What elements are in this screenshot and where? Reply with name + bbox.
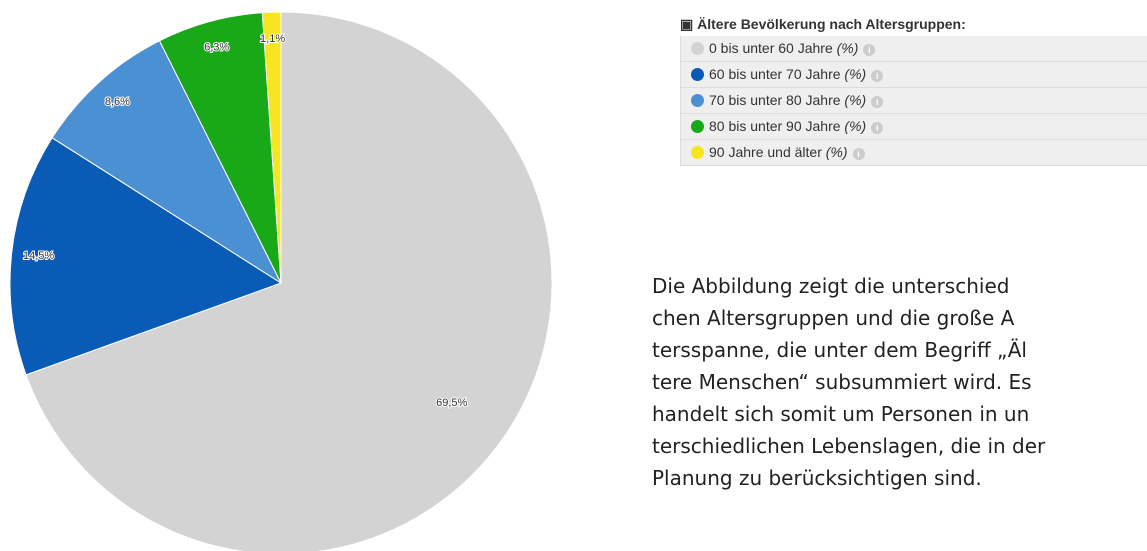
paragraph-line: Planung zu berücksichtigen sind.	[652, 466, 982, 490]
legend-label: 70 bis unter 80 Jahre	[709, 92, 841, 108]
legend-label: 80 bis unter 90 Jahre	[709, 118, 841, 134]
legend-swatch	[691, 42, 704, 55]
data-label: 6,3%	[204, 42, 229, 54]
paragraph-line: terschiedlichen Lebenslagen, die in der	[652, 434, 1046, 458]
legend-item: 70 bis unter 80 Jahre (%) i	[680, 88, 1147, 114]
legend-swatch	[691, 146, 704, 159]
legend-label: 60 bis unter 70 Jahre	[709, 66, 841, 82]
pie-slice	[9, 137, 283, 376]
pie-slice	[51, 40, 283, 285]
paragraph-line: Die Abbildung zeigt die unterschied	[652, 274, 1010, 298]
paragraph: Die Abbildung zeigt die unterschied chen …	[652, 270, 1147, 494]
legend-swatch	[691, 94, 704, 107]
legend-unit: (%)	[844, 66, 867, 82]
legend-swatch	[691, 120, 704, 133]
legend-item: 90 Jahre und älter (%) i	[680, 140, 1147, 166]
legend-unit: (%)	[844, 118, 867, 134]
paragraph-line: chen Altersgruppen und die große A	[652, 306, 1015, 330]
legend-title: ▣ Ältere Bevölkerung nach Altersgruppen:	[680, 16, 966, 32]
paragraph-line: tere Menschen“ subsummiert wird. Es	[652, 370, 1032, 394]
paragraph-line: handelt sich somit um Personen in un	[652, 402, 1030, 426]
info-icon: i	[871, 122, 884, 134]
legend-item: 80 bis unter 90 Jahre (%) i	[680, 114, 1147, 140]
info-icon: i	[852, 148, 865, 160]
legend-label: 90 Jahre und älter	[709, 144, 822, 160]
data-label: 1,1%	[260, 33, 285, 45]
data-label: 8,6%	[105, 96, 130, 108]
data-label: 69,5%	[436, 397, 467, 409]
legend: ▣ Ältere Bevölkerung nach Altersgruppen:…	[680, 12, 1147, 166]
legend-item: 60 bis unter 70 Jahre (%) i	[680, 62, 1147, 88]
info-icon: i	[871, 70, 884, 82]
legend-title-text: Ältere Bevölkerung nach Altersgruppen:	[697, 16, 966, 32]
data-label: 14,5%	[23, 250, 54, 262]
legend-label: 0 bis unter 60 Jahre	[709, 40, 833, 56]
info-icon: i	[871, 96, 884, 108]
legend-item: 0 bis unter 60 Jahre (%) i	[680, 36, 1147, 62]
legend-swatch	[691, 68, 704, 81]
info-icon: i	[863, 44, 876, 56]
pie-chart: 69,5% 14,5% 8,6% 6,3% 1,1%	[9, 11, 553, 551]
legend-unit: (%)	[825, 144, 848, 160]
paragraph-line: tersspanne, die unter dem Begriff „Äl	[652, 338, 1027, 362]
legend-unit: (%)	[844, 92, 867, 108]
pie-slice	[25, 11, 553, 551]
legend-unit: (%)	[836, 40, 859, 56]
pie-slice	[261, 11, 282, 284]
